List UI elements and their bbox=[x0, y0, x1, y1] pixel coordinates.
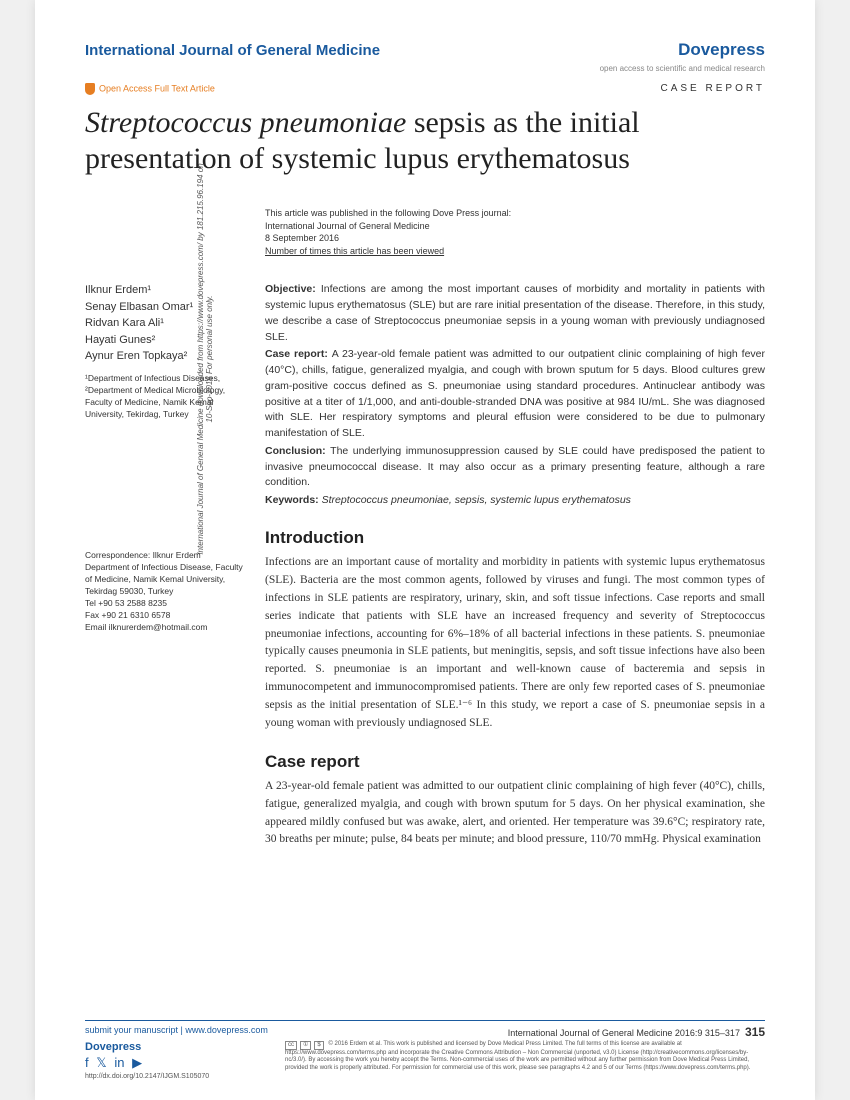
download-watermark: International Journal of General Medicin… bbox=[196, 159, 214, 559]
authors-column: Ilknur Erdem¹ Senay Elbasan Omar¹ Ridvan… bbox=[85, 282, 245, 849]
article-title: Streptococcus pneumoniae sepsis as the i… bbox=[85, 105, 765, 177]
twitter-icon[interactable]: 𝕏 bbox=[96, 1055, 106, 1070]
corr-fax: Fax +90 21 6310 6578 bbox=[85, 610, 245, 622]
brand-logo: Dovepress bbox=[678, 40, 765, 60]
linkedin-icon[interactable]: in bbox=[114, 1055, 124, 1070]
pub-journal: International Journal of General Medicin… bbox=[265, 220, 765, 233]
case-text: A 23-year-old female patient was admitte… bbox=[265, 778, 765, 849]
view-count-link[interactable]: Number of times this article has been vi… bbox=[265, 245, 765, 258]
open-access-icon bbox=[85, 83, 95, 95]
author: Ilknur Erdem¹ bbox=[85, 282, 245, 299]
author: Ridvan Kara Ali¹ bbox=[85, 315, 245, 332]
author: Senay Elbasan Omar¹ bbox=[85, 299, 245, 316]
open-access-label: Open Access Full Text Article bbox=[85, 83, 215, 95]
legal-text: cc①$ © 2016 Erdem et al. This work is pu… bbox=[285, 1041, 765, 1072]
page-footer: submit your manuscript | www.dovepress.c… bbox=[85, 1020, 765, 1080]
submit-link[interactable]: submit your manuscript | www.dovepress.c… bbox=[85, 1025, 268, 1039]
author: Hayati Gunes² bbox=[85, 332, 245, 349]
publication-info: This article was published in the follow… bbox=[265, 207, 765, 257]
page-header: International Journal of General Medicin… bbox=[85, 40, 765, 60]
affiliations: ¹Department of Infectious Diseases, ²Dep… bbox=[85, 373, 245, 421]
abstract-conclusion: The underlying immunosuppression caused … bbox=[265, 445, 765, 489]
journal-page: International Journal of General Medicin… bbox=[35, 0, 815, 1100]
intro-heading: Introduction bbox=[265, 525, 765, 551]
intro-text: Infections are an important cause of mor… bbox=[265, 554, 765, 732]
footer-brand: Dovepress bbox=[85, 1041, 209, 1053]
corr-tel: Tel +90 53 2588 8235 bbox=[85, 598, 245, 610]
by-icon: ① bbox=[300, 1041, 311, 1050]
case-heading: Case report bbox=[265, 749, 765, 775]
doi[interactable]: http://dx.doi.org/10.2147/IJGM.S105070 bbox=[85, 1073, 209, 1080]
corr-email: Email ilknurerdem@hotmail.com bbox=[85, 622, 245, 634]
title-species: Streptococcus pneumoniae bbox=[85, 106, 406, 139]
brand-tagline: open access to scientific and medical re… bbox=[85, 64, 765, 73]
cc-icon: cc bbox=[285, 1041, 297, 1050]
page-number: 315 bbox=[745, 1025, 765, 1039]
footer-sub: Dovepress f 𝕏 in ▶ http://dx.doi.org/10.… bbox=[85, 1041, 765, 1080]
share-icon[interactable]: ▶ bbox=[132, 1055, 142, 1070]
footer-citation: International Journal of General Medicin… bbox=[508, 1028, 740, 1038]
pub-date: 8 September 2016 bbox=[265, 232, 765, 245]
journal-name: International Journal of General Medicin… bbox=[85, 42, 380, 59]
abstract-keywords: Streptococcus pneumoniae, sepsis, system… bbox=[322, 494, 631, 506]
footer-bar: submit your manuscript | www.dovepress.c… bbox=[85, 1020, 765, 1039]
article-type: CASE REPORT bbox=[661, 83, 766, 95]
nc-icon: $ bbox=[314, 1041, 323, 1050]
corr-name: Correspondence: Ilknur Erdem bbox=[85, 550, 245, 562]
correspondence-block: Correspondence: Ilknur Erdem Department … bbox=[85, 550, 245, 633]
article-meta: Open Access Full Text Article CASE REPOR… bbox=[85, 83, 765, 95]
facebook-icon[interactable]: f bbox=[85, 1055, 89, 1070]
content-columns: Ilknur Erdem¹ Senay Elbasan Omar¹ Ridvan… bbox=[85, 282, 765, 849]
abstract-case: A 23-year-old female patient was admitte… bbox=[265, 348, 765, 439]
abstract-objective: Infections are among the most important … bbox=[265, 283, 765, 342]
abstract: Objective: Infections are among the most… bbox=[265, 282, 765, 509]
corr-dept: Department of Infectious Disease, Facult… bbox=[85, 562, 245, 598]
main-text-column: Objective: Infections are among the most… bbox=[265, 282, 765, 849]
pub-line: This article was published in the follow… bbox=[265, 207, 765, 220]
social-icons: f 𝕏 in ▶ bbox=[85, 1055, 209, 1071]
author: Aynur Eren Topkaya² bbox=[85, 348, 245, 365]
